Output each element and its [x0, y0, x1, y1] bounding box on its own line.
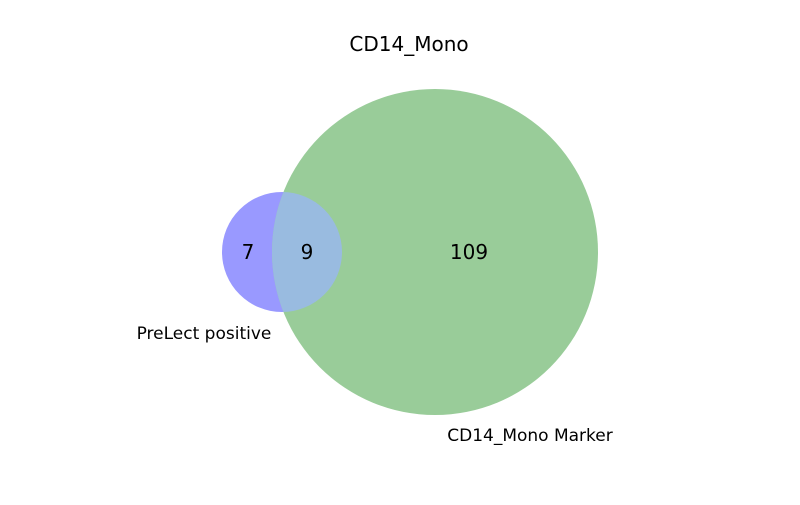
count-intersection: 9	[301, 240, 314, 264]
diagram-title: CD14_Mono	[349, 32, 468, 56]
set-label-prelect-positive: PreLect positive	[137, 324, 272, 344]
set-overlap-region	[272, 192, 342, 312]
set-circle-cd14-mono-marker	[272, 89, 598, 415]
count-only-marker: 109	[450, 240, 488, 264]
set-label-cd14-mono-marker: CD14_Mono Marker	[447, 426, 613, 446]
count-only-prelect: 7	[242, 240, 255, 264]
